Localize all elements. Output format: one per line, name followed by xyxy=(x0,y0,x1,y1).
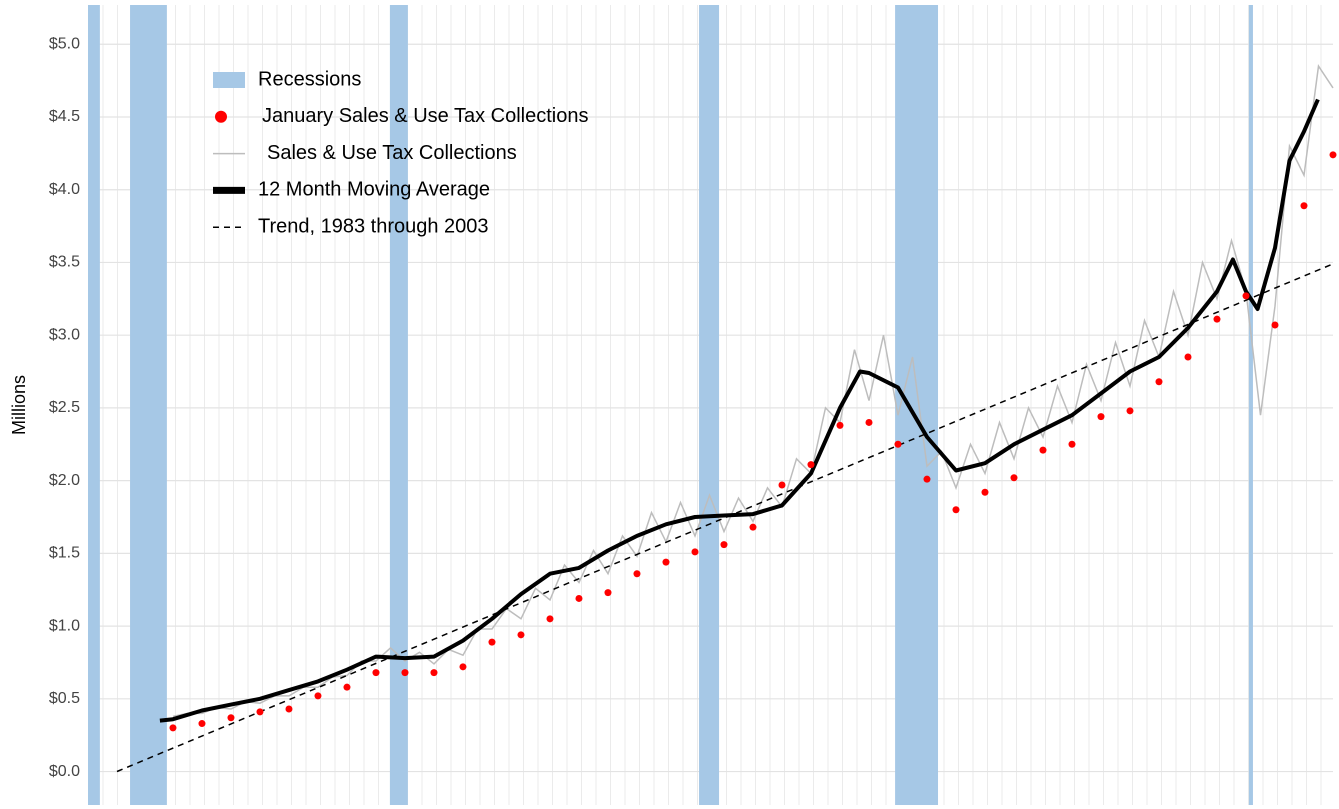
january-point xyxy=(691,548,699,556)
legend-label: 12 Month Moving Average xyxy=(258,179,490,201)
y-tick-label: $0.0 xyxy=(49,763,80,780)
series-line xyxy=(159,98,1320,723)
recession-band xyxy=(389,5,408,805)
january-point xyxy=(198,720,206,728)
january-point xyxy=(343,683,351,691)
january-point xyxy=(488,638,496,646)
january-point xyxy=(227,714,235,722)
january-point xyxy=(633,570,641,578)
january-point xyxy=(749,523,757,531)
january-point xyxy=(1184,353,1192,361)
legend-label: Trend, 1983 through 2003 xyxy=(258,215,489,237)
january-point xyxy=(865,418,873,426)
january-point xyxy=(662,558,670,566)
january-point xyxy=(401,669,409,677)
january-point xyxy=(1097,413,1105,421)
y-tick-label: $0.5 xyxy=(49,690,80,707)
january-point xyxy=(1213,315,1221,323)
january-point xyxy=(372,669,380,677)
january-point xyxy=(720,541,728,549)
january-point xyxy=(575,594,583,602)
y-tick-label: $1.5 xyxy=(49,545,80,562)
january-point xyxy=(1126,407,1134,415)
recession-band xyxy=(895,5,939,805)
january-point xyxy=(952,506,960,514)
series-line xyxy=(116,263,1334,773)
january-point xyxy=(923,475,931,483)
y-tick-label: $3.0 xyxy=(49,326,80,343)
january-point xyxy=(807,461,815,469)
legend-label: January Sales & Use Tax Collections xyxy=(262,105,588,127)
january-point xyxy=(1242,292,1250,300)
january-point xyxy=(894,440,902,448)
recession-band xyxy=(88,5,100,805)
recession-band xyxy=(1248,5,1253,805)
january-point xyxy=(169,724,177,732)
january-point xyxy=(1010,474,1018,482)
recession-band xyxy=(130,5,167,805)
january-point xyxy=(1068,440,1076,448)
january-point xyxy=(1300,202,1308,210)
january-point xyxy=(430,669,438,677)
january-point xyxy=(1329,151,1337,159)
y-tick-label: $3.5 xyxy=(49,254,80,271)
january-point xyxy=(256,708,264,716)
january-point xyxy=(1155,378,1163,386)
legend-label: Recessions xyxy=(258,68,361,90)
y-tick-label: $2.0 xyxy=(49,472,80,489)
y-tick-label: $4.0 xyxy=(49,181,80,198)
y-tick-label: $5.0 xyxy=(49,35,80,52)
january-point xyxy=(981,488,989,496)
january-point xyxy=(778,481,786,489)
january-point xyxy=(546,615,554,623)
legend-label: Sales & Use Tax Collections xyxy=(267,142,517,164)
recession-band xyxy=(699,5,720,805)
january-point xyxy=(836,421,844,429)
january-point xyxy=(459,663,467,671)
legend-key xyxy=(213,72,245,88)
january-point xyxy=(1039,446,1047,454)
january-point xyxy=(604,589,612,597)
january-point xyxy=(517,631,525,639)
legend-key xyxy=(215,110,227,123)
january-point xyxy=(285,705,293,713)
january-point xyxy=(1271,321,1279,329)
y-tick-label: $1.0 xyxy=(49,617,80,634)
y-axis-label: Millions xyxy=(9,375,29,435)
y-tick-label: $4.5 xyxy=(49,108,80,125)
january-point xyxy=(314,692,322,700)
y-tick-label: $2.5 xyxy=(49,399,80,416)
